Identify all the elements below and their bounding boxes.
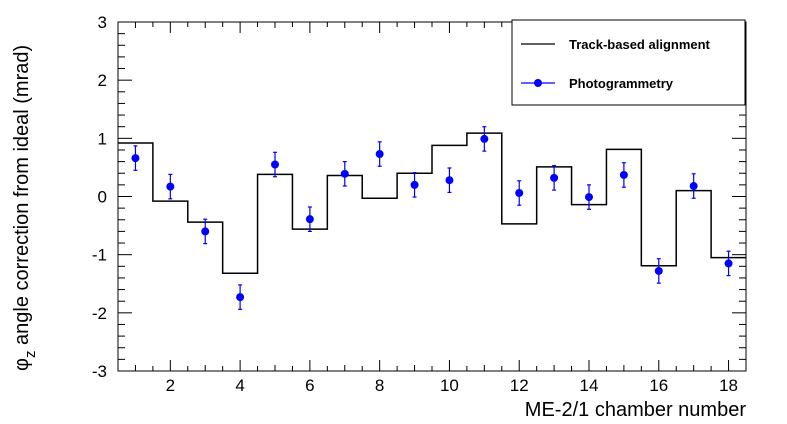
photogrammetry-point [305, 215, 314, 224]
photogrammetry-point [375, 150, 384, 159]
photogrammetry-point [410, 180, 419, 189]
photogrammetry-point [201, 227, 210, 236]
y-tick-label: 2 [98, 71, 107, 90]
photogrammetry-point [236, 293, 245, 302]
track-based-alignment-series [118, 132, 746, 275]
photogrammetry-point [515, 189, 524, 198]
y-tick-label: 1 [98, 129, 107, 148]
legend-label-track-based-alignment: Track-based alignment [569, 37, 711, 52]
y-axis-title-symbol: φ [11, 358, 33, 371]
photogrammetry-point [689, 182, 698, 191]
y-tick-label: 0 [98, 188, 107, 207]
x-tick-label: 14 [580, 376, 599, 395]
x-tick-label: 18 [719, 376, 738, 395]
photogrammetry-point [724, 259, 733, 268]
photogrammetry-point [654, 266, 663, 275]
legend: Track-based alignment Photogrammetry [511, 19, 746, 106]
photogrammetry-point [271, 160, 279, 169]
y-tick-label: 3 [98, 13, 107, 32]
legend-swatch-photogrammetry-marker [534, 79, 542, 87]
photogrammetry-point [445, 176, 454, 185]
x-axis-tick-labels: 2 4 6 8 10 12 14 16 18 [166, 376, 738, 395]
y-tick-label: -1 [92, 246, 107, 265]
y-tick-label: -3 [92, 362, 107, 381]
y-tick-label: -2 [92, 304, 107, 323]
photogrammetry-point [619, 170, 628, 179]
photogrammetry-point [340, 169, 349, 178]
x-tick-label: 6 [305, 376, 314, 395]
photogrammetry-series [131, 126, 733, 310]
x-tick-label: 16 [649, 376, 668, 395]
y-axis-tick-labels: -3 -2 -1 0 1 2 3 [92, 13, 107, 381]
y-axis-title-text: angle correction from ideal (mrad) [11, 45, 33, 351]
photogrammetry-point [166, 182, 175, 191]
photogrammetry-point [585, 193, 593, 202]
y-axis-title-subscript: z [22, 351, 39, 359]
photogrammetry-point [131, 154, 140, 163]
x-axis-title: ME-2/1 chamber number [525, 399, 747, 421]
photogrammetry-point [550, 173, 559, 182]
x-tick-label: 10 [440, 376, 459, 395]
y-axis-title: φz angle correction from ideal (mrad) [11, 45, 39, 371]
legend-label-photogrammetry: Photogrammetry [569, 76, 674, 91]
track-based-alignment-step-line [118, 132, 746, 275]
x-tick-label: 2 [166, 376, 175, 395]
x-tick-label: 12 [510, 376, 529, 395]
x-tick-label: 4 [235, 376, 244, 395]
x-tick-label: 8 [375, 376, 384, 395]
photogrammetry-point [480, 134, 489, 143]
legend-box [511, 19, 746, 106]
